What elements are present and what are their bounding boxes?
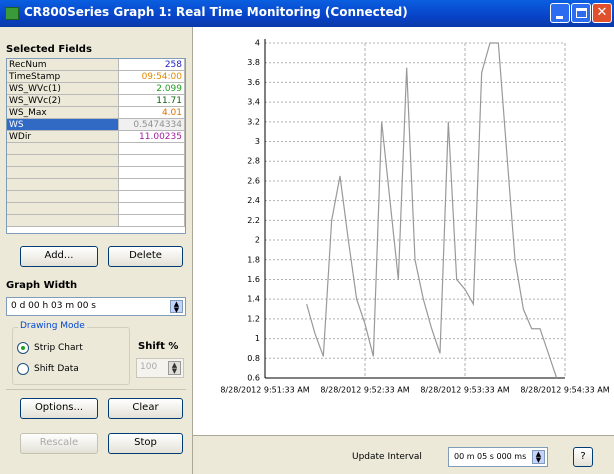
shift-value: 100 [140, 362, 158, 372]
title-bar: CR800Series Graph 1: Real Time Monitorin… [0, 0, 614, 27]
field-value [119, 191, 185, 203]
minimize-button[interactable] [550, 3, 570, 23]
add-button[interactable]: Add... [20, 246, 98, 267]
update-interval-label: Update Interval [352, 452, 422, 462]
maximize-button[interactable] [571, 3, 591, 23]
field-name: WS_Max [7, 107, 119, 119]
field-name [7, 179, 119, 191]
rescale-button: Rescale [20, 433, 98, 454]
field-value: 258 [119, 59, 185, 71]
shift-input[interactable]: 100 ▲ ▼ [136, 358, 184, 378]
stop-button[interactable]: Stop [108, 433, 183, 454]
field-name [7, 215, 119, 227]
separator [6, 389, 186, 390]
radio[interactable] [17, 363, 29, 375]
field-value [119, 167, 185, 179]
field-value [119, 215, 185, 227]
field-value [119, 143, 185, 155]
field-name [7, 191, 119, 203]
window-title: CR800Series Graph 1: Real Time Monitorin… [24, 5, 408, 19]
shift-label: Shift % [138, 341, 179, 352]
field-name: WS_WVc(2) [7, 95, 119, 107]
fields-table[interactable]: RecNum 258 TimeStamp 09:54:00 WS_WVc(1) 2.099… [6, 58, 186, 234]
field-name: RecNum [7, 59, 119, 71]
app-icon [5, 7, 19, 20]
field-name [7, 155, 119, 167]
field-value: 0.5474334 [119, 119, 185, 131]
graph-width-value: 0 d 00 h 03 m 00 s [11, 301, 96, 311]
field-value: 4.01 [119, 107, 185, 119]
field-value [119, 179, 185, 191]
radio-checked[interactable] [17, 342, 29, 354]
field-value: 09:54:00 [119, 71, 185, 83]
clear-button[interactable]: Clear [108, 398, 183, 419]
field-value [119, 155, 185, 167]
update-interval-value: 00 m 05 s 000 ms [454, 452, 527, 461]
close-button[interactable]: ✕ [592, 3, 612, 23]
field-name: WDir [7, 131, 119, 143]
help-button[interactable]: ? [573, 447, 593, 467]
field-value [119, 203, 185, 215]
delete-button[interactable]: Delete [108, 246, 183, 267]
drawing-mode-label: Drawing Mode [18, 321, 87, 331]
spinner[interactable]: ▲ ▼ [532, 450, 545, 464]
field-name [7, 203, 119, 215]
options-button[interactable]: Options... [20, 398, 98, 419]
field-name: WS_WVc(1) [7, 83, 119, 95]
graph-width-input[interactable]: 0 d 00 h 03 m 00 s ▲ ▼ [6, 297, 186, 316]
drawing-mode-group [12, 327, 130, 385]
field-name: TimeStamp [7, 71, 119, 83]
field-name: WS [7, 119, 119, 131]
status-bar [192, 435, 614, 474]
field-name [7, 167, 119, 179]
field-value: 11.00235 [119, 131, 185, 143]
field-name [7, 143, 119, 155]
fields-heading: Selected Fields [6, 44, 92, 55]
chart-panel [192, 27, 614, 435]
spinner[interactable]: ▲ ▼ [170, 300, 183, 314]
spinner[interactable]: ▲ ▼ [168, 361, 181, 375]
update-interval-input[interactable]: 00 m 05 s 000 ms ▲ ▼ [448, 447, 548, 467]
field-value: 2.099 [119, 83, 185, 95]
graph-width-label: Graph Width [6, 280, 78, 291]
field-value: 11.71 [119, 95, 185, 107]
radio-label: Strip Chart [34, 343, 83, 353]
radio-label: Shift Data [34, 364, 79, 374]
